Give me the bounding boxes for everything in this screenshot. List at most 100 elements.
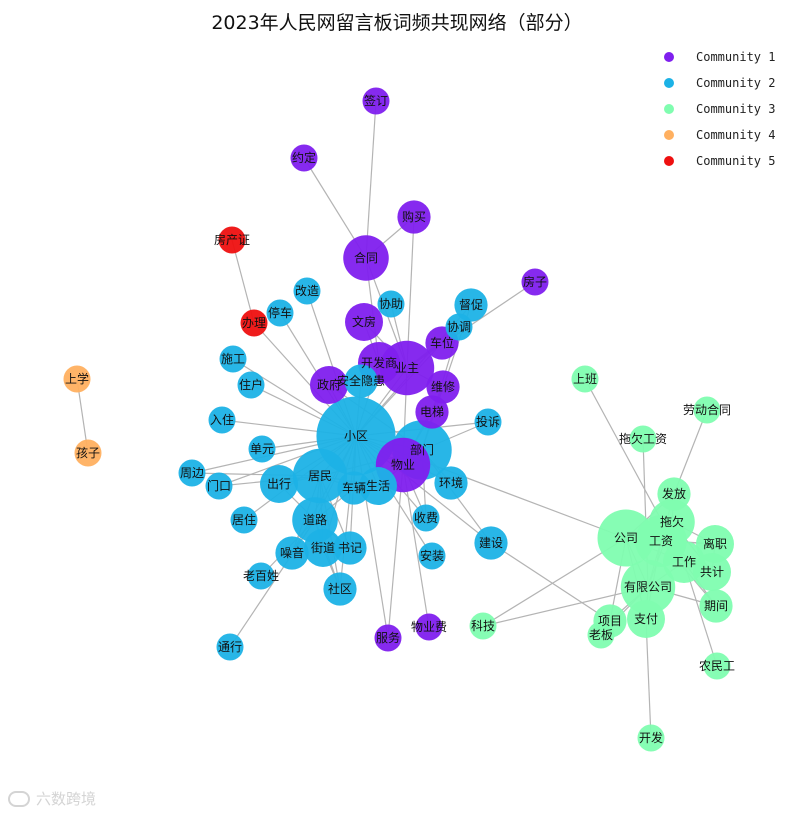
edge-房产证-办理 bbox=[231, 239, 255, 324]
node-label-居住: 居住 bbox=[232, 513, 256, 527]
node-label-工资: 工资 bbox=[649, 534, 673, 548]
node-label-街道: 街道 bbox=[311, 541, 335, 555]
legend-label: Community 4 bbox=[696, 128, 776, 142]
node-label-小区: 小区 bbox=[344, 429, 368, 443]
node-label-安全隐患: 安全隐患 bbox=[337, 373, 385, 388]
node-label-房子: 房子 bbox=[523, 274, 547, 289]
node-开发 bbox=[637, 724, 665, 752]
legend-swatch bbox=[664, 156, 674, 166]
node-label-维修: 维修 bbox=[431, 379, 455, 394]
legend-swatch bbox=[664, 78, 674, 88]
node-label-期间: 期间 bbox=[704, 599, 728, 613]
node-label-办理: 办理 bbox=[242, 315, 266, 330]
node-label-工作: 工作 bbox=[672, 555, 696, 569]
watermark-text: 六数跨境 bbox=[36, 790, 97, 808]
node-label-噪音: 噪音 bbox=[280, 545, 304, 560]
node-label-孩子: 孩子 bbox=[76, 446, 100, 460]
node-label-发放: 发放 bbox=[662, 486, 686, 501]
legend-label: Community 2 bbox=[696, 76, 776, 90]
node-label-科技: 科技 bbox=[471, 619, 495, 633]
node-label-停车: 停车 bbox=[268, 305, 292, 320]
node-label-项目: 项目 bbox=[598, 614, 622, 628]
node-label-道路: 道路 bbox=[303, 512, 327, 527]
node-督促 bbox=[454, 288, 488, 322]
node-期间 bbox=[699, 589, 733, 623]
node-劳动合同 bbox=[693, 396, 721, 424]
node-label-开发商: 开发商 bbox=[361, 355, 397, 370]
chart-title: 2023年人民网留言板词频共现网络（部分） bbox=[211, 12, 583, 34]
node-label-拖欠: 拖欠 bbox=[660, 514, 684, 529]
node-收费 bbox=[412, 504, 440, 532]
node-停车 bbox=[266, 299, 294, 327]
node-车辆 bbox=[337, 471, 371, 505]
node-label-收费: 收费 bbox=[414, 511, 438, 525]
node-label-共计: 共计 bbox=[700, 565, 724, 579]
node-居民 bbox=[292, 448, 348, 504]
node-label-劳动合同: 劳动合同 bbox=[683, 402, 731, 417]
node-label-部门: 部门 bbox=[410, 442, 434, 457]
node-label-购买: 购买 bbox=[402, 209, 426, 224]
node-单元 bbox=[248, 435, 276, 463]
node-label-书记: 书记 bbox=[338, 541, 362, 555]
node-环境 bbox=[434, 466, 468, 500]
legend-item: Community 4 bbox=[664, 122, 775, 148]
edge-有限公司-科技 bbox=[482, 586, 649, 627]
node-文房 bbox=[345, 303, 383, 341]
node-施工 bbox=[219, 345, 247, 373]
edge-建设-项目 bbox=[490, 542, 611, 622]
node-label-通行: 通行 bbox=[218, 640, 242, 654]
node-政府 bbox=[310, 366, 348, 404]
node-label-上班: 上班 bbox=[573, 372, 597, 386]
legend-item: Community 2 bbox=[664, 70, 775, 96]
node-科技 bbox=[469, 612, 497, 640]
legend-item: Community 1 bbox=[664, 44, 775, 70]
node-安全隐患 bbox=[344, 364, 378, 398]
node-合同 bbox=[343, 235, 389, 281]
node-label-协调: 协调 bbox=[447, 319, 471, 334]
node-社区 bbox=[323, 572, 357, 606]
legend-label: Community 5 bbox=[696, 154, 776, 168]
node-label-居民: 居民 bbox=[308, 469, 332, 483]
edge-物业-服务 bbox=[387, 464, 404, 639]
node-入住 bbox=[208, 406, 236, 434]
node-房产证 bbox=[218, 226, 246, 254]
node-约定 bbox=[290, 144, 318, 172]
node-label-支付: 支付 bbox=[634, 612, 658, 626]
node-拖欠工资 bbox=[629, 425, 657, 453]
node-共计 bbox=[693, 553, 731, 591]
node-label-开发: 开发 bbox=[639, 730, 663, 745]
edge-支付-开发 bbox=[645, 618, 652, 739]
legend-swatch bbox=[664, 130, 674, 140]
node-支付 bbox=[627, 600, 665, 638]
node-上学 bbox=[63, 365, 91, 393]
node-电梯 bbox=[415, 395, 449, 429]
edge-物业-物业费 bbox=[402, 464, 430, 628]
node-孩子 bbox=[74, 439, 102, 467]
node-label-约定: 约定 bbox=[292, 150, 316, 165]
node-label-督促: 督促 bbox=[459, 297, 483, 312]
node-label-政府: 政府 bbox=[317, 377, 341, 392]
node-通行 bbox=[216, 633, 244, 661]
node-物业费 bbox=[415, 613, 443, 641]
node-label-老板: 老板 bbox=[589, 628, 613, 642]
legend-label: Community 3 bbox=[696, 102, 776, 116]
legend-item: Community 5 bbox=[664, 148, 775, 174]
node-上班 bbox=[571, 365, 599, 393]
node-噪音 bbox=[275, 536, 309, 570]
node-label-合同: 合同 bbox=[354, 250, 378, 265]
node-办理 bbox=[240, 309, 268, 337]
node-label-环境: 环境 bbox=[439, 475, 463, 490]
node-label-单元: 单元 bbox=[250, 442, 274, 456]
node-label-生活: 生活 bbox=[366, 479, 390, 493]
watermark: 六数跨境 bbox=[8, 788, 96, 809]
node-label-签订: 签订 bbox=[364, 93, 388, 108]
node-label-电梯: 电梯 bbox=[420, 405, 444, 419]
node-label-文房: 文房 bbox=[352, 314, 376, 329]
node-街道 bbox=[304, 529, 342, 567]
node-label-住户: 住户 bbox=[239, 377, 263, 392]
node-layer bbox=[63, 87, 734, 752]
node-购买 bbox=[397, 200, 431, 234]
node-农民工 bbox=[703, 652, 731, 680]
